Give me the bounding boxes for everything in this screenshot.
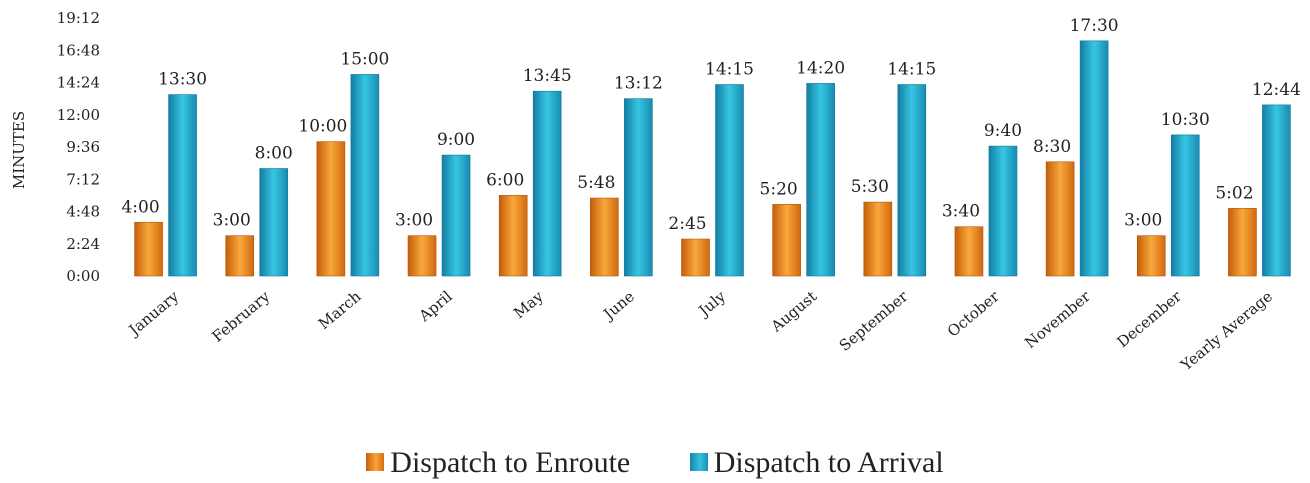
data-label-dispatch-to-arrival-may: 13:45 — [523, 66, 572, 86]
bar-dispatch-to-arrival-april — [441, 154, 471, 277]
y-tick-label: 12:00 — [57, 106, 100, 124]
bar-dispatch-to-enroute-may — [498, 195, 528, 277]
category-label-november: November — [1021, 287, 1094, 352]
data-label-dispatch-to-arrival-october: 9:40 — [984, 121, 1022, 141]
data-label-dispatch-to-enroute-july: 2:45 — [668, 214, 706, 234]
data-label-dispatch-to-enroute-august: 5:20 — [760, 179, 798, 199]
data-label-dispatch-to-enroute-december: 3:00 — [1124, 211, 1162, 231]
bar-dispatch-to-enroute-april — [407, 235, 437, 277]
data-label-dispatch-to-enroute-may: 6:00 — [486, 170, 524, 190]
category-label-june: June — [599, 287, 638, 324]
category-label-yearly-average: Yearly Average — [1176, 287, 1276, 375]
bar-dispatch-to-enroute-december — [1136, 235, 1166, 277]
category-label-april: April — [415, 287, 456, 325]
bar-dispatch-to-arrival-october — [988, 145, 1018, 277]
y-axis-label: MINUTES — [10, 111, 28, 189]
bars — [134, 40, 1291, 277]
data-label-dispatch-to-enroute-february: 3:00 — [213, 211, 251, 231]
legend: Dispatch to Enroute Dispatch to Arrival — [0, 446, 1310, 480]
bar-dispatch-to-enroute-august — [772, 204, 801, 277]
bar-dispatch-to-arrival-december — [1170, 134, 1200, 277]
legend-label-arrival: Dispatch to Arrival — [713, 446, 944, 479]
bar-dispatch-to-enroute-january — [134, 221, 163, 277]
legend-item-arrival: Dispatch to Arrival — [689, 446, 944, 480]
category-label-december: December — [1113, 287, 1185, 351]
data-label-dispatch-to-enroute-january: 4:00 — [121, 197, 159, 217]
data-label-dispatch-to-arrival-april: 9:00 — [437, 130, 475, 150]
bar-dispatch-to-enroute-september — [863, 201, 893, 277]
legend-swatch-enroute — [366, 453, 385, 472]
y-tick-label: 14:24 — [57, 74, 100, 92]
bar-dispatch-to-arrival-february — [259, 168, 289, 277]
bar-dispatch-to-arrival-january — [168, 94, 197, 277]
bar-dispatch-to-arrival-yearly-average — [1262, 104, 1291, 277]
data-label-dispatch-to-enroute-april: 3:00 — [395, 211, 433, 231]
data-label-dispatch-to-enroute-june: 5:48 — [577, 173, 615, 193]
y-tick-label: 7:12 — [66, 170, 100, 188]
bar-dispatch-to-arrival-august — [806, 83, 835, 277]
bar-dispatch-to-arrival-may — [532, 90, 562, 277]
bar-dispatch-to-enroute-july — [681, 238, 710, 277]
bar-dispatch-to-enroute-june — [590, 197, 619, 277]
data-label-dispatch-to-arrival-june: 13:12 — [614, 74, 663, 94]
bar-dispatch-to-enroute-yearly-average — [1228, 208, 1257, 277]
data-label-dispatch-to-enroute-october: 3:40 — [942, 202, 980, 222]
data-label-dispatch-to-arrival-january: 13:30 — [158, 70, 207, 90]
y-tick-label: 16:48 — [57, 41, 100, 59]
bar-dispatch-to-enroute-october — [954, 226, 984, 277]
data-label-dispatch-to-enroute-september: 5:30 — [851, 177, 889, 197]
data-label-dispatch-to-enroute-yearly-average: 5:02 — [1215, 183, 1253, 203]
y-tick-label: 19:12 — [57, 9, 100, 27]
legend-item-enroute: Dispatch to Enroute — [366, 446, 630, 480]
data-label-dispatch-to-arrival-august: 14:20 — [796, 58, 845, 78]
y-tick-label: 4:48 — [66, 203, 100, 221]
category-labels: January February March April May June July Augu… — [124, 287, 1276, 375]
bar-dispatch-to-arrival-june — [624, 98, 653, 277]
bar-dispatch-to-arrival-september — [897, 84, 927, 277]
data-label-dispatch-to-arrival-december: 10:30 — [1161, 110, 1210, 130]
category-label-march: March — [315, 287, 365, 333]
y-tick-label: 0:00 — [66, 267, 100, 285]
data-label-dispatch-to-arrival-november: 17:30 — [1070, 16, 1119, 36]
bar-dispatch-to-enroute-march — [316, 141, 346, 277]
bar-chart: MINUTES 0:00 2:24 4:48 7:12 9:36 12:00 14:24 16… — [10, 9, 1301, 375]
category-label-may: May — [510, 287, 547, 322]
bar-dispatch-to-enroute-november — [1045, 161, 1075, 277]
data-label-dispatch-to-arrival-july: 14:15 — [705, 60, 754, 80]
data-label-dispatch-to-arrival-february: 8:00 — [255, 144, 293, 164]
category-label-february: February — [208, 287, 273, 346]
category-label-september: September — [836, 287, 912, 355]
data-label-dispatch-to-arrival-september: 14:15 — [887, 60, 936, 80]
category-label-october: October — [944, 287, 1003, 341]
legend-swatch-arrival — [689, 453, 708, 472]
y-axis-ticks: 0:00 2:24 4:48 7:12 9:36 12:00 14:24 16:48 19:12 — [57, 9, 100, 285]
category-label-august: August — [767, 287, 820, 336]
data-label-dispatch-to-enroute-november: 8:30 — [1033, 137, 1071, 157]
data-label-dispatch-to-arrival-yearly-average: 12:44 — [1252, 80, 1301, 100]
bar-dispatch-to-arrival-november — [1079, 40, 1109, 277]
bar-dispatch-to-arrival-march — [350, 74, 380, 277]
category-label-january: January — [124, 287, 183, 340]
category-label-july: July — [694, 287, 730, 321]
data-label-dispatch-to-arrival-march: 15:00 — [340, 49, 389, 69]
y-tick-label: 9:36 — [66, 138, 100, 156]
data-label-dispatch-to-enroute-march: 10:00 — [298, 117, 347, 137]
bar-dispatch-to-arrival-july — [715, 84, 744, 277]
y-tick-label: 2:24 — [66, 235, 100, 253]
bar-dispatch-to-enroute-february — [225, 235, 255, 277]
legend-label-enroute: Dispatch to Enroute — [390, 446, 631, 479]
